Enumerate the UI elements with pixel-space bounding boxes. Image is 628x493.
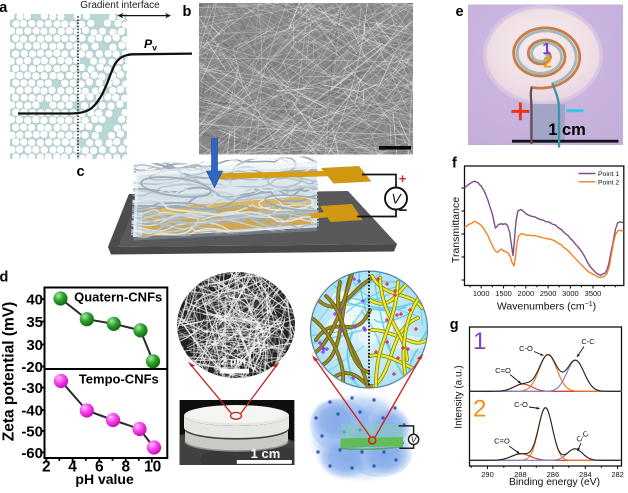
svg-text:286: 286 (547, 470, 560, 479)
svg-text:b: b (183, 4, 192, 20)
svg-text:40: 40 (26, 291, 43, 308)
svg-text:282: 282 (611, 470, 624, 479)
svg-text:Gradient interface: Gradient interface (80, 0, 160, 11)
svg-text:Zeta potential (mV): Zeta potential (mV) (1, 302, 18, 442)
svg-text:8: 8 (121, 459, 130, 476)
svg-text:+: + (399, 171, 407, 186)
svg-text:30: 30 (26, 337, 43, 354)
svg-text:Pv: Pv (144, 37, 157, 53)
svg-text:2: 2 (42, 459, 51, 476)
svg-text:Point 2: Point 2 (598, 179, 619, 186)
svg-text:C-C: C-C (581, 337, 595, 346)
svg-text:2500: 2500 (540, 289, 557, 298)
svg-text:-30: -30 (21, 380, 43, 397)
svg-text:10: 10 (144, 459, 161, 476)
svg-text:2: 2 (473, 396, 486, 423)
svg-text:1000: 1000 (473, 289, 490, 298)
svg-text:C=O: C=O (495, 366, 511, 375)
svg-text:1 cm: 1 cm (548, 121, 586, 139)
svg-text:6: 6 (95, 459, 104, 476)
svg-text:a: a (0, 0, 8, 16)
svg-text:g: g (450, 317, 459, 333)
svg-text:290: 290 (481, 470, 494, 479)
svg-text:d: d (0, 270, 8, 286)
svg-text:C-O: C-O (519, 344, 533, 353)
svg-text:Point 1: Point 1 (598, 171, 619, 178)
svg-text:−: − (399, 202, 408, 219)
svg-text:pH value: pH value (75, 471, 134, 487)
svg-text:Intensity (a.u.): Intensity (a.u.) (454, 365, 465, 428)
svg-text:V: V (391, 191, 402, 207)
svg-text:288: 288 (514, 470, 527, 479)
svg-text:f: f (452, 156, 457, 172)
svg-text:284: 284 (579, 470, 592, 479)
svg-text:e: e (456, 4, 464, 20)
svg-text:1 cm: 1 cm (251, 446, 281, 461)
svg-text:35: 35 (26, 314, 43, 331)
svg-text:1500: 1500 (495, 289, 512, 298)
svg-text:2: 2 (543, 55, 552, 72)
svg-text:C-C: C-C (574, 429, 591, 445)
svg-text:1: 1 (542, 41, 551, 58)
svg-text:-40: -40 (21, 402, 43, 419)
svg-text:C=O: C=O (494, 437, 510, 446)
svg-text:4: 4 (68, 459, 77, 476)
svg-text:2000: 2000 (517, 289, 534, 298)
svg-text:-50: -50 (21, 423, 43, 440)
svg-text:3000: 3000 (562, 289, 579, 298)
svg-text:Tempo-CNFs: Tempo-CNFs (79, 372, 159, 387)
svg-text:-20: -20 (21, 359, 43, 376)
svg-text:2 μm: 2 μm (221, 356, 246, 368)
svg-text:Transmittance: Transmittance (450, 197, 462, 263)
svg-text:c: c (77, 164, 85, 180)
svg-text:1: 1 (473, 328, 486, 355)
svg-text:C-O: C-O (514, 400, 528, 409)
svg-text:3500: 3500 (585, 289, 602, 298)
svg-text:Binding energy (eV): Binding energy (eV) (509, 477, 600, 488)
svg-text:Wavenumbers (cm−1): Wavenumbers (cm−1) (497, 300, 596, 312)
svg-text:V: V (411, 434, 418, 444)
svg-text:-60: -60 (21, 445, 43, 462)
svg-text:Quatern-CNFs: Quatern-CNFs (74, 290, 162, 305)
